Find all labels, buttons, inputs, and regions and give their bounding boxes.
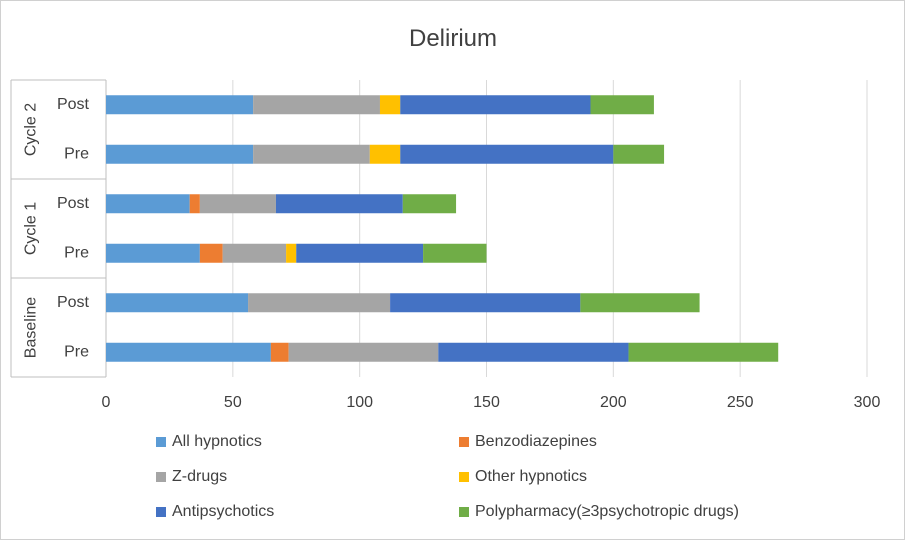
row-label: Pre bbox=[64, 145, 89, 162]
legend-swatch bbox=[156, 507, 166, 517]
row-label: Post bbox=[57, 96, 90, 113]
bar-segment bbox=[379, 95, 401, 115]
x-tick-label: 300 bbox=[854, 394, 881, 411]
group-label: Cycle 1 bbox=[23, 202, 40, 255]
x-tick-label: 0 bbox=[102, 394, 111, 411]
bar-segment bbox=[400, 144, 614, 164]
row-label: Pre bbox=[64, 244, 89, 261]
x-tick-label: 50 bbox=[224, 394, 242, 411]
bar-segment bbox=[106, 194, 190, 214]
legend: All hypnotics Benzodiazepines Z-drugs Other… bbox=[156, 433, 739, 520]
gridlines bbox=[232, 80, 868, 377]
bar-segment bbox=[199, 194, 276, 214]
row-label: Post bbox=[57, 294, 90, 311]
bar-segment bbox=[613, 144, 665, 164]
x-tick-label: 150 bbox=[473, 394, 500, 411]
bars bbox=[106, 95, 779, 362]
bar-segment bbox=[390, 293, 581, 313]
bar-segment bbox=[423, 243, 487, 263]
row-label: Pre bbox=[64, 343, 89, 360]
group-label: Cycle 2 bbox=[23, 103, 40, 156]
legend-entry: Z-drugs bbox=[172, 468, 227, 485]
bar-segment bbox=[270, 342, 289, 362]
legend-entry: Other hypnotics bbox=[475, 468, 587, 485]
bar-segment bbox=[248, 293, 391, 313]
bar-segment bbox=[106, 293, 249, 313]
bar-segment bbox=[222, 243, 287, 263]
x-tick-label: 100 bbox=[346, 394, 373, 411]
bar-segment bbox=[400, 95, 591, 115]
bar-segment bbox=[253, 144, 370, 164]
legend-entry: All hypnotics bbox=[172, 433, 262, 450]
bar-segment bbox=[580, 293, 700, 313]
legend-swatch bbox=[459, 437, 469, 447]
bar-segment bbox=[438, 342, 629, 362]
category-axis: Cycle 2 Post Pre Cycle 1 Post Pre Baseline Post… bbox=[10, 79, 107, 378]
group-label: Baseline bbox=[23, 297, 40, 358]
bar-segment bbox=[369, 144, 401, 164]
bar-segment bbox=[106, 342, 271, 362]
bar-segment bbox=[106, 95, 254, 115]
bar-segment bbox=[590, 95, 654, 115]
x-tick-label: 200 bbox=[600, 394, 627, 411]
legend-entry: Polypharmacy(≥3psychotropic drugs) bbox=[475, 503, 739, 520]
legend-swatch bbox=[156, 472, 166, 482]
x-tick-label: 250 bbox=[727, 394, 754, 411]
bar-segment bbox=[628, 342, 779, 362]
bar-segment bbox=[189, 194, 200, 214]
bar-segment bbox=[199, 243, 223, 263]
bar-segment bbox=[288, 342, 439, 362]
bar-segment bbox=[106, 144, 254, 164]
legend-swatch bbox=[156, 437, 166, 447]
bar-segment bbox=[402, 194, 457, 214]
x-tick-labels: 0 50 100 150 200 250 300 bbox=[102, 394, 881, 411]
bar-segment bbox=[253, 95, 380, 115]
chart-title: Delirium bbox=[409, 25, 497, 52]
legend-entry: Antipsychotics bbox=[172, 503, 274, 520]
row-label: Post bbox=[57, 195, 90, 212]
legend-swatch bbox=[459, 472, 469, 482]
bar-segment bbox=[286, 243, 297, 263]
legend-swatch bbox=[459, 507, 469, 517]
bar-segment bbox=[275, 194, 403, 214]
legend-entry: Benzodiazepines bbox=[475, 433, 597, 450]
bar-segment bbox=[296, 243, 424, 263]
bar-segment bbox=[106, 243, 200, 263]
